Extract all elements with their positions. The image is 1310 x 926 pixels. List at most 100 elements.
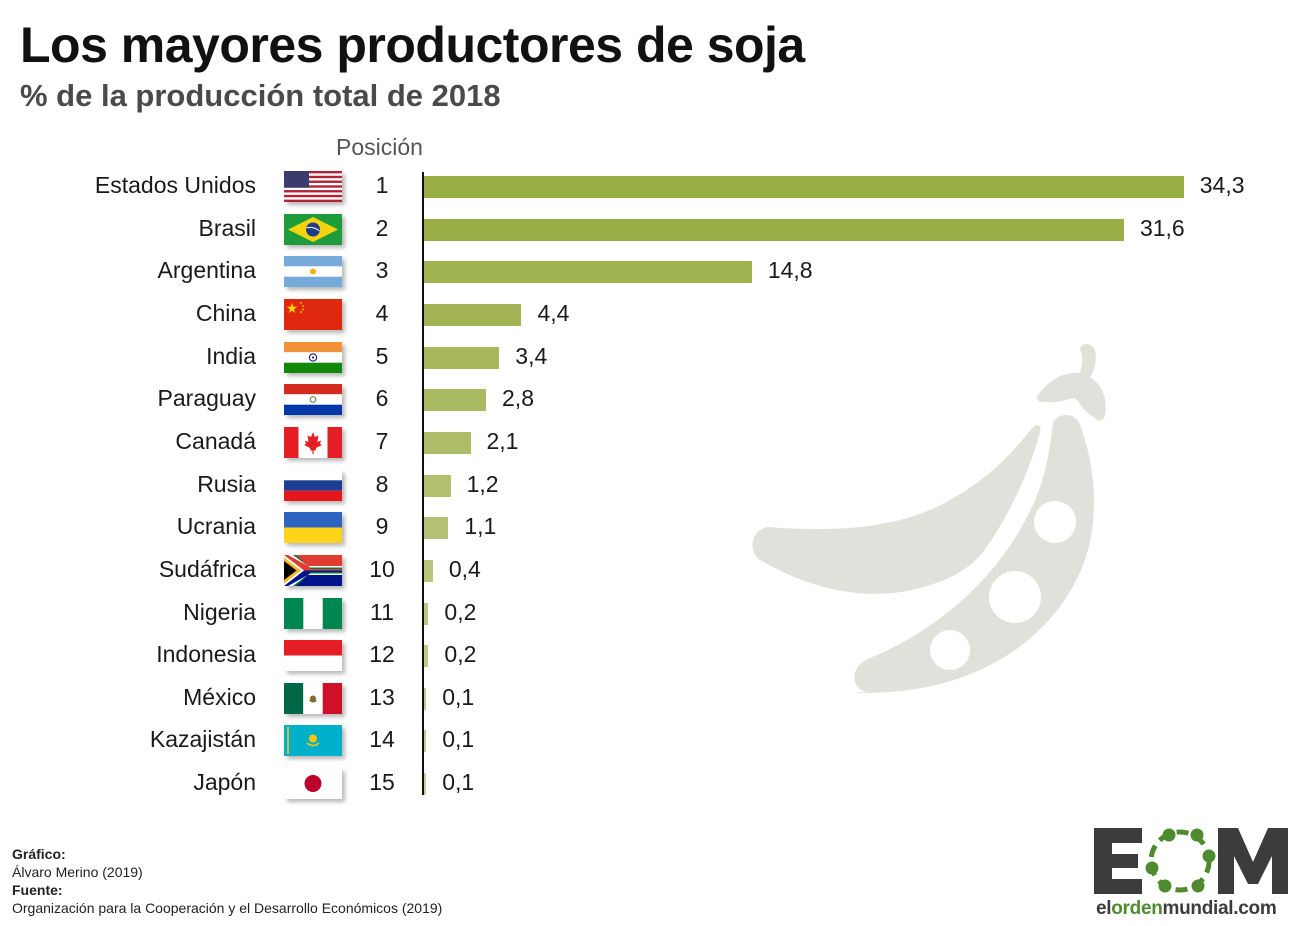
value-label: 0,2 — [444, 598, 477, 625]
value-label: 0,2 — [444, 641, 477, 668]
chart-row: India 5 3,4 — [0, 338, 1310, 378]
source-text: Organización para la Cooperación y el De… — [12, 900, 443, 916]
logo-letter-e — [1094, 828, 1142, 894]
bar — [424, 261, 752, 284]
position-number: 4 — [375, 299, 389, 326]
country-label: India — [206, 342, 256, 369]
soybean-pod-icon — [752, 344, 1106, 694]
value-label: 4,4 — [537, 299, 570, 326]
country-label: Brasil — [198, 214, 256, 241]
kazakhstan-flag-icon — [284, 725, 342, 757]
us-flag-icon — [284, 171, 342, 202]
country-label: Rusia — [197, 470, 256, 497]
logo-url-el: el — [1096, 898, 1112, 919]
position-number: 2 — [375, 214, 389, 241]
chart-row: Kazajistán 14 0,1 — [0, 721, 1310, 761]
country-label: Canadá — [175, 427, 256, 454]
position-number: 15 — [369, 769, 395, 796]
value-label: 3,4 — [515, 342, 548, 369]
mexico-flag-icon — [284, 682, 342, 714]
china-flag-icon — [284, 298, 342, 330]
logo-url: elordenmundial.com — [1096, 898, 1277, 920]
chart-credit-label: Gráfico: — [12, 846, 66, 862]
bar — [424, 176, 1184, 198]
chart-row: Japón 15 0,1 — [0, 764, 1310, 804]
logo-url-rest: mundial.com — [1162, 898, 1277, 919]
value-label: 34,3 — [1199, 172, 1245, 198]
country-label: Indonesia — [156, 641, 256, 668]
country-label: Argentina — [157, 257, 256, 284]
position-number: 13 — [369, 683, 395, 710]
country-label: Japón — [193, 769, 256, 796]
chart-row: México 13 0,1 — [0, 679, 1310, 719]
position-number: 6 — [375, 385, 389, 412]
country-label: Ucrania — [176, 513, 256, 540]
chart-row: Ucrania 9 1,1 — [0, 508, 1310, 548]
value-label: 0,1 — [442, 769, 475, 796]
nigeria-flag-icon — [284, 597, 342, 629]
position-number: 8 — [375, 470, 389, 497]
chart-row: Brasil 2 31,6 — [0, 210, 1310, 250]
value-label: 31,6 — [1139, 214, 1185, 241]
chart-row: China 4 4,4 — [0, 295, 1310, 335]
bar — [424, 773, 427, 796]
bar — [424, 389, 487, 412]
position-number: 9 — [375, 513, 389, 540]
paraguay-flag-icon — [284, 384, 342, 416]
position-number: 11 — [370, 598, 394, 625]
chart-row: Argentina 3 14,8 — [0, 252, 1310, 292]
country-label: Nigeria — [183, 598, 256, 625]
country-label: Paraguay — [157, 385, 256, 412]
country-label: China — [195, 299, 256, 326]
chart-subtitle: % de la producción total de 2018 — [20, 78, 501, 113]
value-label: 1,2 — [466, 470, 499, 497]
position-column-header: Posición — [336, 134, 423, 160]
position-number: 14 — [369, 726, 395, 753]
india-flag-icon — [284, 341, 342, 373]
country-label: Kazajistán — [149, 726, 256, 753]
chart-credit-author: Álvaro Merino (2019) — [12, 864, 143, 880]
position-number: 5 — [375, 342, 389, 369]
value-label: 1,1 — [464, 513, 497, 540]
bar — [424, 602, 429, 625]
bar — [424, 431, 471, 454]
country-label: Sudáfrica — [158, 555, 256, 582]
russia-flag-icon — [284, 469, 342, 501]
country-label: México — [183, 683, 256, 710]
bar — [424, 559, 433, 582]
value-label: 14,8 — [767, 257, 813, 284]
logo-letter-m — [1218, 828, 1288, 894]
position-number: 1 — [375, 172, 389, 198]
bar — [424, 474, 451, 497]
japan-flag-icon — [284, 768, 342, 800]
south-africa-flag-icon — [284, 554, 342, 586]
source-label: Fuente: — [12, 882, 63, 898]
chart-row: Nigeria 11 0,2 — [0, 594, 1310, 634]
chart-row: Paraguay 6 2,8 — [0, 380, 1310, 420]
ukraine-flag-icon — [284, 512, 342, 544]
chart-row: Sudáfrica 10 0,4 — [0, 551, 1310, 591]
bar — [424, 218, 1124, 241]
chart-title: Los mayores productores de soja — [20, 17, 805, 73]
bar — [424, 687, 427, 710]
credits-block: Gráfico: Álvaro Merino (2019) Fuente: Or… — [12, 845, 442, 917]
value-label: 2,1 — [486, 427, 519, 454]
canada-flag-icon — [284, 426, 342, 458]
chart-row: Indonesia 12 0,2 — [0, 636, 1310, 676]
value-label: 2,8 — [502, 385, 534, 412]
bar — [424, 517, 449, 540]
argentina-flag-icon — [284, 256, 342, 288]
eom-logo — [1094, 828, 1288, 894]
bar — [424, 303, 522, 326]
chart-row: Canadá 7 2,1 — [0, 423, 1310, 463]
position-number: 3 — [375, 257, 389, 284]
value-label: 0,4 — [448, 555, 481, 582]
bar — [424, 645, 429, 668]
logo-letter-o-ring — [1145, 828, 1216, 893]
chart-row: Rusia 8 1,2 — [0, 466, 1310, 506]
position-number: 7 — [375, 427, 389, 454]
logo-url-orden: orden — [1111, 898, 1163, 919]
indonesia-flag-icon — [284, 640, 342, 672]
bar — [424, 730, 427, 753]
position-number: 10 — [369, 555, 395, 582]
